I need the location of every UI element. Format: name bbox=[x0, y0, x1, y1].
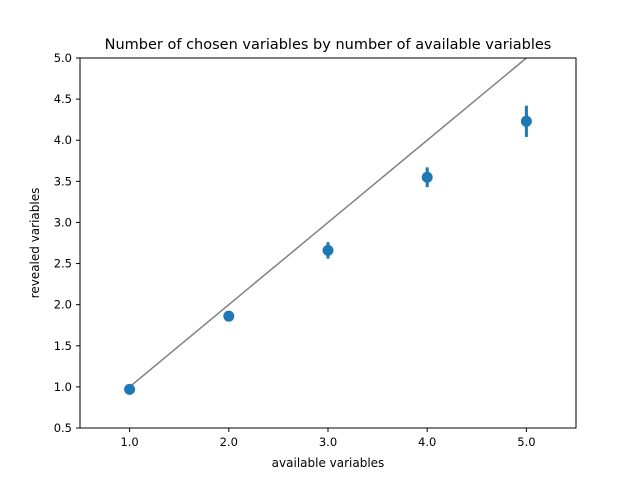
x-tick-label: 2.0 bbox=[220, 435, 238, 449]
y-tick-label: 2.5 bbox=[54, 257, 72, 271]
x-axis: 1.0 2.0 3.0 4.0 5.0 bbox=[120, 428, 536, 449]
chart-title: Number of chosen variables by number of … bbox=[105, 37, 552, 53]
data-point bbox=[520, 115, 532, 127]
x-tick-label: 4.0 bbox=[418, 435, 436, 449]
y-axis-label: revealed variables bbox=[28, 188, 42, 299]
x-tick-label: 3.0 bbox=[319, 435, 337, 449]
y-axis: 0.5 1.0 1.5 2.0 2.5 3.0 3.5 4.0 4.5 5.0 bbox=[54, 51, 80, 435]
data-point bbox=[421, 171, 433, 183]
data-point bbox=[322, 244, 334, 256]
y-tick-label: 1.5 bbox=[54, 339, 72, 353]
reference-line bbox=[129, 57, 527, 388]
y-tick-label: 5.0 bbox=[54, 51, 72, 65]
data-point bbox=[124, 383, 136, 395]
data-point bbox=[223, 310, 235, 322]
y-tick-label: 4.5 bbox=[54, 92, 72, 106]
y-tick-label: 3.5 bbox=[54, 174, 72, 188]
plot-area bbox=[124, 57, 532, 395]
y-tick-label: 0.5 bbox=[54, 421, 72, 435]
y-tick-label: 3.0 bbox=[54, 215, 72, 229]
x-axis-label: available variables bbox=[272, 456, 385, 470]
y-tick-label: 4.0 bbox=[54, 133, 72, 147]
x-tick-label: 1.0 bbox=[120, 435, 138, 449]
y-tick-label: 1.0 bbox=[54, 380, 72, 394]
y-tick-label: 2.0 bbox=[54, 298, 72, 312]
x-tick-label: 5.0 bbox=[517, 435, 535, 449]
